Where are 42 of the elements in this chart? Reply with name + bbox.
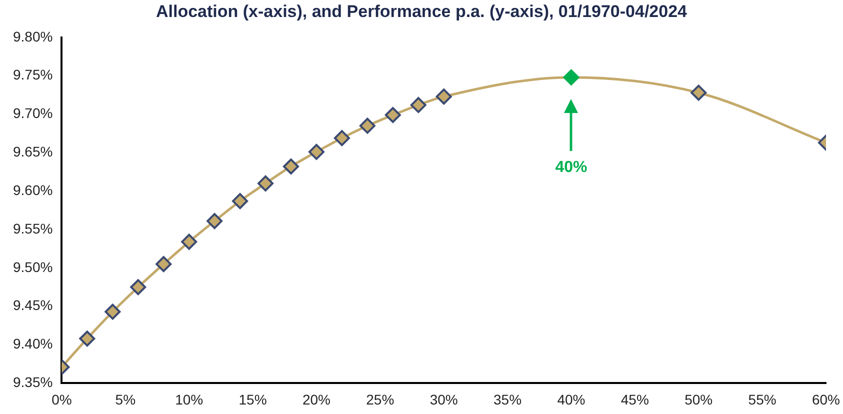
point xyxy=(384,107,401,124)
point xyxy=(436,88,452,105)
x-tick-label: 50% xyxy=(684,391,713,408)
point xyxy=(232,193,248,210)
y-tick-label: 9.80% xyxy=(12,28,53,44)
point xyxy=(410,97,426,114)
y-tick-label: 9.65% xyxy=(12,144,53,160)
point xyxy=(258,175,274,192)
y-tick-label: 9.75% xyxy=(12,66,53,83)
y-tick-label: 9.70% xyxy=(12,105,53,122)
x-tick-label: 60% xyxy=(812,391,840,408)
point xyxy=(308,144,324,160)
x-tick-label: 45% xyxy=(620,391,649,408)
point xyxy=(282,158,299,174)
chart-title: Allocation (x-axis), and Performance p.a. (y-axis), 01/1970-04/2024 xyxy=(154,2,688,22)
point xyxy=(104,304,121,320)
point xyxy=(563,69,580,86)
x-tick-label: 5% xyxy=(115,391,136,408)
x-tick-label: 20% xyxy=(302,391,330,408)
point xyxy=(156,256,172,272)
point xyxy=(690,84,707,101)
x-tick-label: 10% xyxy=(175,391,204,408)
annotation: 40% xyxy=(555,158,588,176)
y-tick-label: 9.55% xyxy=(12,220,53,236)
y-tick-label: 9.45% xyxy=(12,297,53,314)
point xyxy=(334,130,350,146)
point xyxy=(359,118,376,134)
x-tick-label: 35% xyxy=(494,391,522,408)
point xyxy=(79,330,96,347)
x-tick-label: 0% xyxy=(52,391,72,408)
point xyxy=(130,279,146,296)
x-tick-label: 30% xyxy=(430,391,458,408)
x-tick-label: 40% xyxy=(557,391,586,408)
x-tick-label: 25% xyxy=(366,391,394,408)
y-tick-label: 9.40% xyxy=(12,336,53,352)
x-tick-label: 55% xyxy=(748,391,776,408)
y-tick-label: 9.60% xyxy=(12,182,53,198)
y-tick-label: 9.50% xyxy=(12,258,53,275)
point xyxy=(206,213,223,230)
x-tick-label: 15% xyxy=(238,391,267,408)
y-tick-label: 9.35% xyxy=(12,374,53,390)
point xyxy=(181,234,198,250)
